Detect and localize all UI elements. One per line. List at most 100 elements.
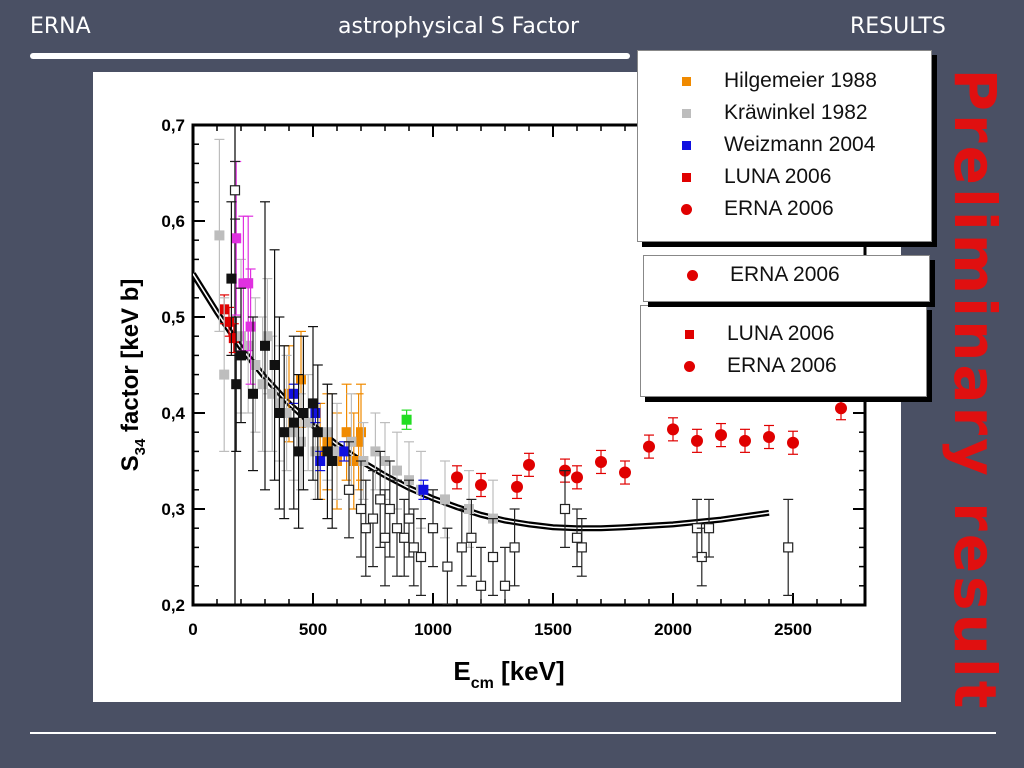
legend-lower: LUNA 2006 ERNA 2006 [640,305,927,397]
data-point [415,551,427,563]
data-point [310,408,321,418]
data-point [353,436,364,447]
data-point [274,408,285,418]
data-point [595,455,607,468]
header-left-title: ERNA [30,14,91,39]
data-point [356,427,366,438]
header-rule [30,53,630,59]
data-point [487,551,499,563]
data-point [403,513,415,524]
y-tick-label: 0,7 [161,116,185,135]
y-tick-label: 0,4 [161,404,185,423]
series-unlabeled [401,409,412,430]
data-point [379,532,391,543]
legend-lower-label: ERNA 2006 [727,354,837,377]
data-point [783,542,794,553]
circle-marker-icon [687,270,698,281]
data-point [279,427,290,438]
data-point [296,436,306,447]
square-marker-icon [682,77,691,86]
data-point [511,480,523,493]
data-point [667,423,679,436]
data-point [475,580,487,591]
data-point [260,340,270,351]
data-point [229,185,241,196]
legend-ghost-item: ERNA 2006 [644,261,929,291]
data-point [322,446,333,457]
x-tick-label: 0 [188,620,197,639]
data-point [281,408,292,418]
legend-lower-label: LUNA 2006 [727,322,835,345]
circle-marker-icon [681,204,692,215]
header-right-title: RESULTS [850,14,946,39]
data-point [296,374,306,385]
data-point [466,532,477,543]
data-point [427,523,439,534]
data-point [248,388,258,399]
header-center-title: astrophysical S Factor [338,14,580,39]
y-tick-label: 0,5 [161,308,185,327]
x-axis-label: Ecm [keV] [453,656,564,692]
data-point [348,456,359,466]
data-point [228,333,239,344]
data-point [464,504,474,514]
data-point [523,458,535,471]
y-tick-label: 0,2 [161,596,185,615]
data-point [691,434,703,447]
data-point [214,230,225,241]
y-tick-label: 0,6 [161,212,185,231]
data-point [226,273,237,284]
data-point [787,436,799,449]
data-point [451,471,463,484]
data-point [288,417,299,428]
data-point [576,542,587,553]
data-point [401,414,412,425]
data-point [245,321,256,332]
legend-lower-item: LUNA 2006 [641,320,926,350]
footer-rule [30,732,996,734]
data-point [384,503,395,515]
data-point [315,456,326,466]
data-point [619,466,631,479]
data-point [440,494,450,505]
data-point [250,360,261,370]
data-point [224,316,234,327]
data-point [257,379,268,390]
legend-main-item: LUNA 2006 [638,163,931,193]
series-erna-2006 [451,396,847,500]
x-tick-label: 2500 [774,620,812,639]
data-point [293,446,304,457]
x-tick-label: 1500 [534,620,572,639]
x-tick-label: 500 [299,620,327,639]
data-point [475,479,487,491]
legend-main-item: Kräwinkel 1982 [638,99,931,129]
data-point [456,542,467,553]
data-point [269,360,280,370]
square-marker-icon [682,141,691,150]
data-point [703,523,715,534]
data-point [298,408,309,418]
preliminary-text: Preliminary result [941,68,1009,712]
circle-marker-icon [684,361,695,372]
preliminary-watermark: Preliminary result [930,60,1020,720]
data-point [343,484,355,495]
data-point [341,427,352,438]
x-tick-label: 1000 [414,620,452,639]
x-tick-label: 2000 [654,620,692,639]
legend-main-label: Hilgemeier 1988 [724,69,877,92]
data-point [231,379,242,390]
data-point [835,402,847,415]
data-point [763,431,775,443]
legend-ghost-label: ERNA 2006 [730,263,840,286]
data-point [509,542,520,553]
data-point [332,446,342,457]
data-point [367,513,379,524]
data-point [571,471,583,484]
data-point [392,465,402,476]
data-point [499,580,511,591]
s-factor-chart: 0 500 1000 1500 2000 2500 0,2 0,3 0,4 0,5 0,6 0,7 Ec… [117,116,867,692]
data-point [312,427,323,438]
legend-main-label: Kräwinkel 1982 [724,101,868,124]
data-point [231,233,242,244]
data-point [219,369,230,380]
